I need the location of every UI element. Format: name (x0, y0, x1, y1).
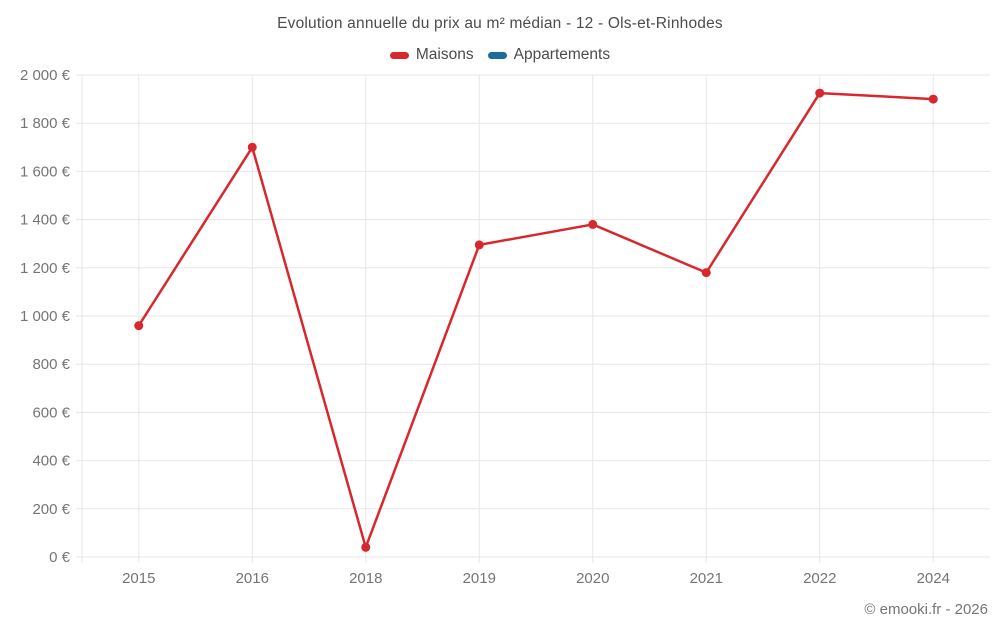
maisons-legend-swatch-icon (389, 51, 409, 59)
y-tick-label: 1 600 € (20, 163, 71, 180)
legend-label-appartements: Appartements (513, 46, 611, 63)
legend-item-appartements[interactable]: Appartements (487, 46, 611, 64)
legend-label-maisons: Maisons (415, 46, 474, 63)
x-tick-label: 2020 (576, 570, 609, 587)
appartements-legend-swatch-icon (487, 51, 507, 59)
y-tick-label: 0 € (49, 549, 71, 566)
y-tick-label: 400 € (32, 453, 70, 470)
y-tick-label: 1 400 € (20, 212, 71, 229)
copyright-credit: © emooki.fr - 2026 (864, 601, 988, 618)
y-tick-label: 1 000 € (20, 308, 71, 325)
y-tick-label: 600 € (32, 404, 70, 421)
legend-item-maisons[interactable]: Maisons (389, 46, 474, 64)
x-tick-label: 2016 (236, 570, 269, 587)
maisons-data-point[interactable] (701, 268, 711, 278)
x-tick-label: 2024 (917, 570, 950, 587)
y-tick-label: 1 200 € (20, 260, 71, 277)
maisons-data-point[interactable] (588, 219, 598, 229)
x-tick-label: 2021 (690, 570, 723, 587)
y-tick-label: 800 € (32, 356, 70, 373)
maisons-data-point[interactable] (815, 88, 825, 98)
x-tick-label: 2019 (463, 570, 496, 587)
maisons-data-point[interactable] (247, 142, 257, 152)
y-tick-label: 2 000 € (20, 67, 71, 84)
y-tick-label: 1 800 € (20, 115, 71, 132)
maisons-data-point[interactable] (474, 240, 484, 250)
chart-title: Evolution annuelle du prix au m² médian … (277, 15, 723, 32)
maisons-data-point[interactable] (361, 542, 371, 552)
y-tick-label: 200 € (32, 501, 70, 518)
maisons-line (137, 91, 934, 549)
x-tick-label: 2015 (122, 570, 155, 587)
maisons-data-point[interactable] (928, 94, 938, 104)
maisons-data-point[interactable] (134, 321, 144, 331)
x-tick-label: 2018 (349, 570, 382, 587)
chart-legend: Maisons Appartements (0, 46, 1000, 64)
x-tick-label: 2022 (803, 570, 836, 587)
